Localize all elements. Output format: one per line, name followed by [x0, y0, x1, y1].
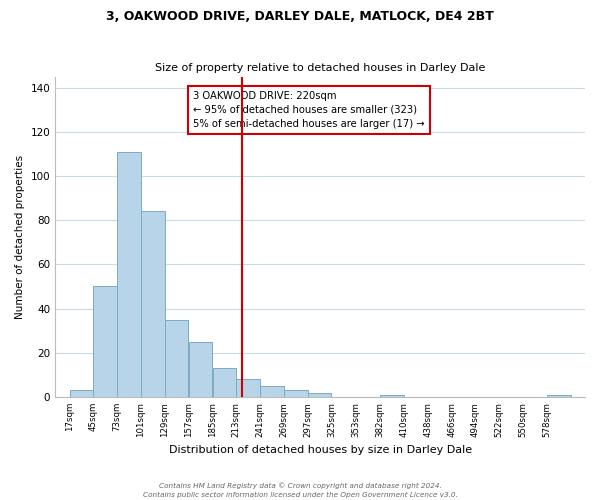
- Y-axis label: Number of detached properties: Number of detached properties: [15, 154, 25, 319]
- Bar: [141, 212, 164, 397]
- Bar: [236, 380, 260, 397]
- Bar: [260, 386, 284, 397]
- Bar: [70, 390, 93, 397]
- Title: Size of property relative to detached houses in Darley Dale: Size of property relative to detached ho…: [155, 63, 485, 73]
- Bar: [165, 320, 188, 397]
- Bar: [380, 394, 404, 397]
- Bar: [117, 152, 141, 397]
- Text: Contains HM Land Registry data © Crown copyright and database right 2024.
Contai: Contains HM Land Registry data © Crown c…: [143, 482, 457, 498]
- Bar: [547, 394, 571, 397]
- Bar: [189, 342, 212, 397]
- Text: 3 OAKWOOD DRIVE: 220sqm
← 95% of detached houses are smaller (323)
5% of semi-de: 3 OAKWOOD DRIVE: 220sqm ← 95% of detache…: [193, 91, 425, 129]
- Text: 3, OAKWOOD DRIVE, DARLEY DALE, MATLOCK, DE4 2BT: 3, OAKWOOD DRIVE, DARLEY DALE, MATLOCK, …: [106, 10, 494, 23]
- X-axis label: Distribution of detached houses by size in Darley Dale: Distribution of detached houses by size …: [169, 445, 472, 455]
- Bar: [94, 286, 117, 397]
- Bar: [284, 390, 308, 397]
- Bar: [308, 392, 331, 397]
- Bar: [212, 368, 236, 397]
